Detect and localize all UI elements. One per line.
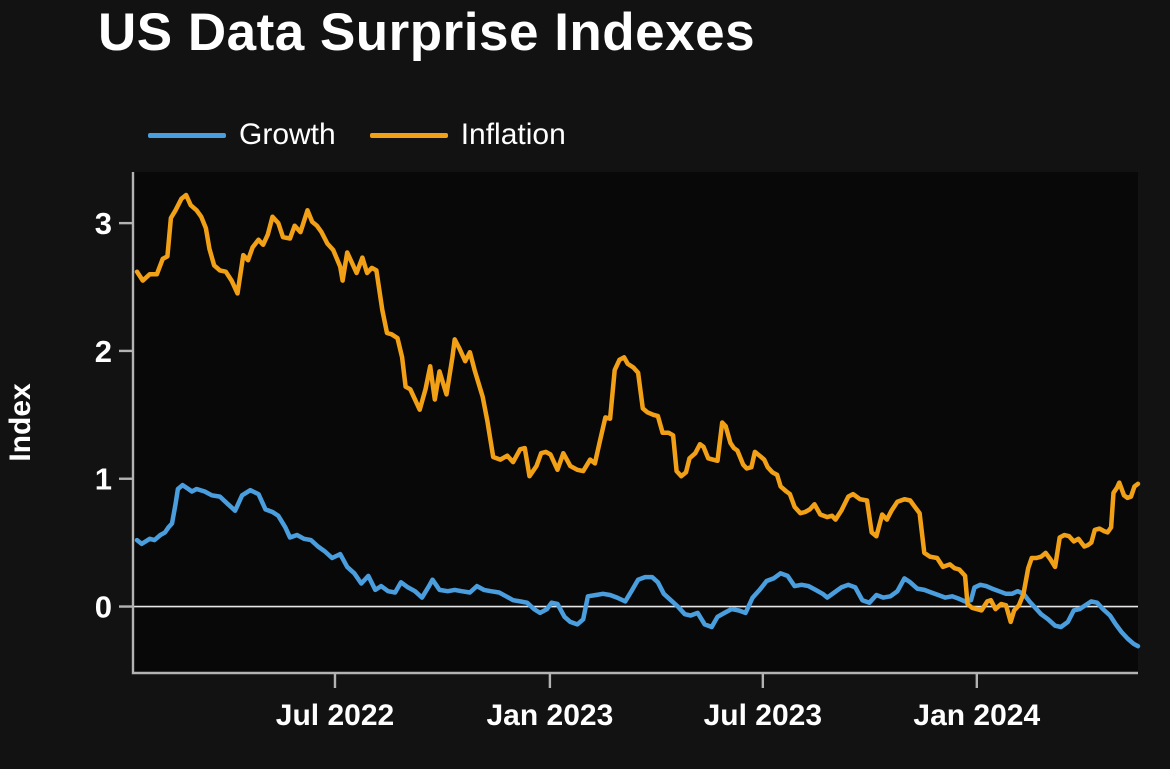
- inflation-line: [134, 192, 1141, 625]
- legend: Growth Inflation: [148, 118, 566, 152]
- axis-lines: [131, 172, 1138, 675]
- inflation-line-swatch: [369, 132, 448, 138]
- x-tick-label: Jan 2024: [913, 699, 1040, 732]
- y-axis-label: Index: [4, 383, 37, 462]
- x-tick-label: Jul 2023: [704, 699, 822, 732]
- y-tick-label: 3: [95, 206, 112, 241]
- x-tick-label: Jul 2022: [276, 699, 394, 732]
- legend-label-inflation: Inflation: [460, 118, 566, 151]
- growth-line: [134, 482, 1141, 649]
- plot-area: [133, 172, 1138, 673]
- legend-label-growth: Growth: [239, 118, 336, 151]
- x-tick-label: Jan 2023: [487, 699, 614, 732]
- legend-item-growth: Growth: [148, 118, 336, 152]
- legend-item-inflation: Inflation: [369, 118, 566, 152]
- y-tick-label: 2: [95, 334, 112, 369]
- y-tick-label: 0: [95, 590, 112, 625]
- chart-title: US Data Surprise Indexes: [98, 3, 756, 62]
- growth-line-swatch: [148, 132, 226, 138]
- y-tick-label: 1: [95, 462, 112, 497]
